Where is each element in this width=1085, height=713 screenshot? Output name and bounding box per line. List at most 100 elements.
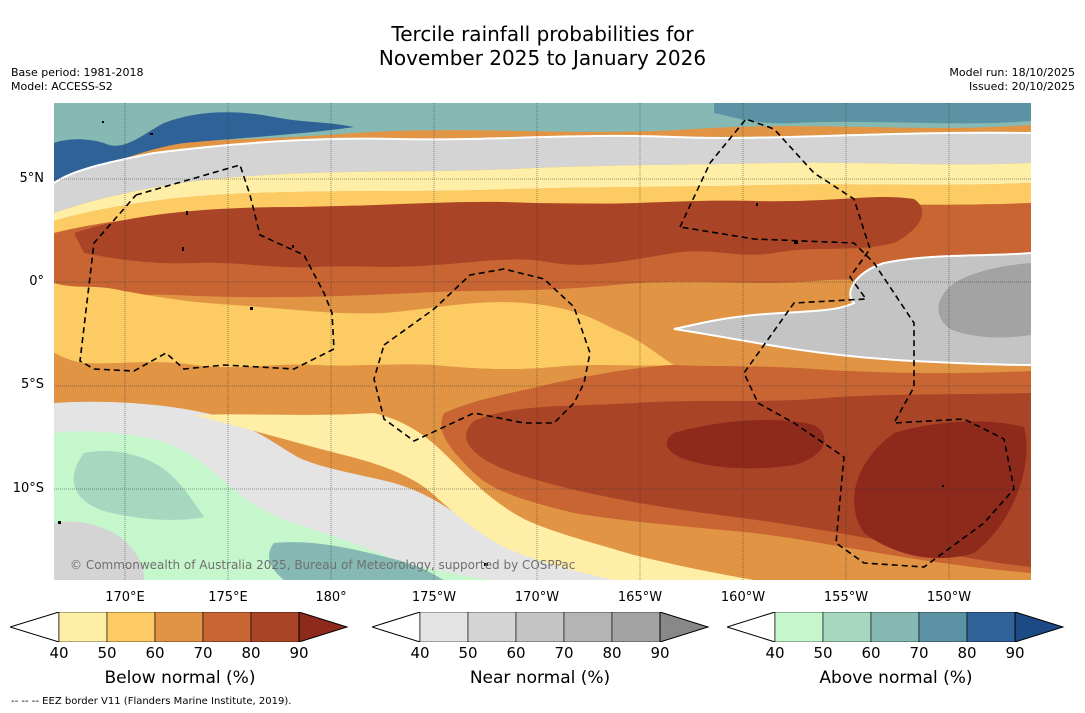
map-title: Tercile rainfall probabilities for Novem…: [0, 22, 1085, 70]
cb-below-tick-50: 50: [97, 644, 117, 662]
colorbar-near-extend-low: [372, 612, 421, 642]
lat-label-equator: 0°: [29, 274, 44, 289]
colorbar-below-swatch-5: [250, 612, 300, 642]
cb-near-tick-80: 80: [602, 644, 622, 662]
colorbar-near-swatch-4: [563, 612, 613, 642]
lon-label-170w: 170°W: [514, 590, 560, 605]
eez-borders: [79, 118, 1015, 568]
base-period: Base period: 1981-2018: [11, 66, 144, 79]
lon-label-160w: 160°W: [720, 590, 766, 605]
region-near-normal-north: [54, 132, 1031, 213]
lat-label-10s: 10°S: [12, 481, 44, 496]
model-name: Model: ACCESS-S2: [11, 80, 113, 93]
region-near-normal-bottomleft: [54, 521, 144, 580]
colorbar-above-extend-low: [727, 612, 776, 642]
colorbar-above-swatch-2: [822, 612, 872, 642]
colorbar-near-normal: [372, 612, 710, 642]
island: [150, 133, 153, 135]
island: [182, 247, 184, 251]
cb-above-tick-70: 70: [909, 644, 929, 662]
model-run: Model run: 18/10/2025: [949, 66, 1075, 79]
issued-date: Issued: 20/10/2025: [968, 80, 1075, 93]
lon-label-150w: 150°W: [926, 590, 972, 605]
island: [250, 307, 253, 310]
cb-near-tick-40: 40: [410, 644, 430, 662]
colorbar-near-swatch-5: [611, 612, 661, 642]
meta-right: Model run: 18/10/2025 Issued: 20/10/2025: [949, 66, 1075, 94]
lon-label-175w: 175°W: [411, 590, 457, 605]
colorbar-below-swatch-4: [202, 612, 252, 642]
islands: [58, 121, 944, 566]
lon-label-175e: 175°E: [208, 590, 248, 605]
region-below-normal-50-central: [54, 283, 674, 370]
graticule: [54, 103, 1031, 580]
island: [794, 241, 798, 244]
colorbar-near-swatch-2: [467, 612, 517, 642]
cb-below-tick-40: 40: [49, 644, 69, 662]
region-below-normal-40-southwest: [194, 413, 754, 580]
lon-label-155w: 155°W: [823, 590, 869, 605]
region-below-normal-50: [54, 183, 1031, 233]
colorbar-above-title: Above normal (%): [819, 668, 973, 688]
rainfall-map: [54, 103, 1031, 580]
lon-label-180: 180°: [315, 590, 347, 605]
region-near-normal-east: [674, 253, 1031, 365]
cb-near-tick-70: 70: [554, 644, 574, 662]
region-below-normal-80-north: [74, 197, 923, 268]
region-below-normal-40: [54, 162, 1031, 221]
cb-above-tick-60: 60: [861, 644, 881, 662]
colorbar-below-swatch-2: [106, 612, 156, 642]
region-above-normal-southwest-60: [73, 450, 204, 520]
colorbar-above-swatch-4: [918, 612, 968, 642]
island: [942, 485, 944, 487]
cb-near-tick-50: 50: [458, 644, 478, 662]
eez-border-tokelau: [373, 268, 591, 442]
island: [484, 563, 488, 566]
lon-label-170e: 170°E: [105, 590, 145, 605]
colorbar-near-title: Near normal (%): [469, 668, 611, 688]
island: [58, 521, 61, 524]
meta-left: Base period: 1981-2018 Model: ACCESS-S2: [11, 66, 143, 94]
colorbar-above-swatch-1: [774, 612, 824, 642]
colorbar-near-extend-high: [659, 612, 710, 642]
region-above-normal-southwest: [54, 431, 494, 580]
island: [756, 203, 758, 206]
colorbar-above-swatch-3: [870, 612, 920, 642]
cb-below-tick-70: 70: [193, 644, 213, 662]
cb-near-tick-90: 90: [650, 644, 670, 662]
region-above-normal-north-strong: [54, 112, 354, 183]
eez-border-kiribati: [678, 118, 1015, 568]
colorbar-near-swatch-3: [515, 612, 565, 642]
near-normal-east-white-edge: [673, 252, 1031, 366]
colorbar-above-extend-high: [1014, 612, 1065, 642]
cb-above-tick-40: 40: [765, 644, 785, 662]
cb-near-tick-60: 60: [506, 644, 526, 662]
region-above-normal-southwest-70: [269, 542, 444, 580]
cb-below-tick-90: 90: [289, 644, 309, 662]
cb-below-tick-80: 80: [241, 644, 261, 662]
colorbar-below-swatch-3: [154, 612, 204, 642]
near-normal-white-edge: [54, 131, 1031, 184]
cb-above-tick-50: 50: [813, 644, 833, 662]
eez-footnote: -- -- -- EEZ border V11 (Flanders Marine…: [11, 696, 292, 707]
colorbar-above-swatch-5: [966, 612, 1016, 642]
eez-border-tuvalu: [79, 164, 335, 372]
island: [186, 211, 188, 215]
cb-below-tick-60: 60: [145, 644, 165, 662]
region-near-normal-east-strong: [938, 263, 1031, 338]
title-line-2: November 2025 to January 2026: [378, 46, 707, 70]
lat-label-5n: 5°N: [19, 171, 45, 186]
copyright-notice: © Commonwealth of Australia 2025, Bureau…: [70, 558, 576, 572]
island: [102, 121, 104, 123]
cb-above-tick-80: 80: [957, 644, 977, 662]
colorbar-below-extend-low: [10, 612, 60, 642]
cb-above-tick-90: 90: [1005, 644, 1025, 662]
region-below-normal-90-south: [666, 419, 825, 469]
colorbar-near-swatch-1: [419, 612, 469, 642]
island: [292, 245, 294, 248]
title-line-1: Tercile rainfall probabilities for: [391, 22, 694, 46]
lon-label-165w: 165°W: [617, 590, 663, 605]
colorbar-below-title: Below normal (%): [104, 668, 256, 688]
colorbar-below-normal: [10, 612, 349, 642]
lat-label-5s: 5°S: [20, 377, 44, 392]
